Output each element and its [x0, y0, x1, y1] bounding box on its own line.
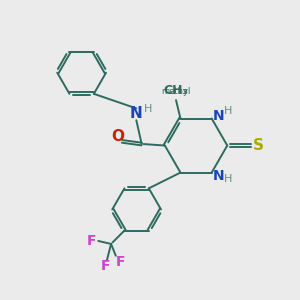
- Text: CH₃: CH₃: [164, 84, 188, 97]
- Text: F: F: [86, 234, 96, 248]
- Text: N: N: [212, 109, 224, 122]
- Text: H: H: [224, 174, 232, 184]
- Text: N: N: [130, 106, 143, 121]
- Text: F: F: [116, 255, 125, 269]
- Text: H: H: [224, 106, 232, 116]
- Text: methyl: methyl: [161, 87, 191, 96]
- Text: S: S: [252, 138, 263, 153]
- Text: N: N: [212, 169, 224, 182]
- Text: F: F: [101, 259, 110, 273]
- Text: H: H: [143, 104, 152, 114]
- Text: O: O: [111, 129, 124, 144]
